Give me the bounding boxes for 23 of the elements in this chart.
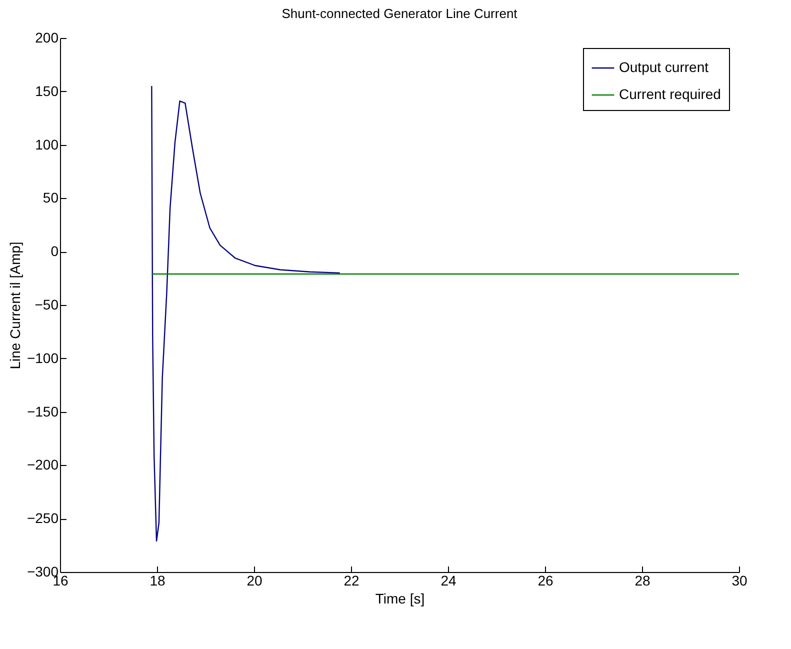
- x-tick-label: 28: [634, 572, 650, 588]
- y-tick-label: 100: [35, 136, 59, 152]
- x-tick-label: 18: [150, 572, 166, 588]
- legend-label: Output current: [619, 59, 709, 75]
- legend-label: Current required: [619, 86, 721, 102]
- y-tick-label: −50: [34, 296, 59, 312]
- y-tick-label: −150: [26, 403, 59, 420]
- y-tick-label: 150: [35, 82, 59, 99]
- x-axis-title: Time [s]: [375, 590, 425, 606]
- line-series: [151, 85, 340, 542]
- y-tick-label: −200: [26, 456, 59, 473]
- y-tick-label: −100: [26, 350, 59, 366]
- y-axis-title: Line Current il [Amp]: [6, 242, 23, 370]
- x-tick-label: 30: [732, 572, 748, 588]
- y-tick-label: 50: [42, 190, 59, 206]
- y-tick-label: 200: [35, 30, 59, 46]
- x-tick-label: 22: [344, 572, 360, 588]
- y-tick-label: 0: [50, 243, 59, 260]
- x-tick-label: 20: [246, 572, 262, 588]
- x-tick-label: 26: [538, 572, 554, 588]
- y-tick-label: −250: [26, 510, 59, 526]
- x-tick-label: 24: [440, 572, 456, 588]
- chart-title: Shunt-connected Generator Line Current: [282, 6, 518, 21]
